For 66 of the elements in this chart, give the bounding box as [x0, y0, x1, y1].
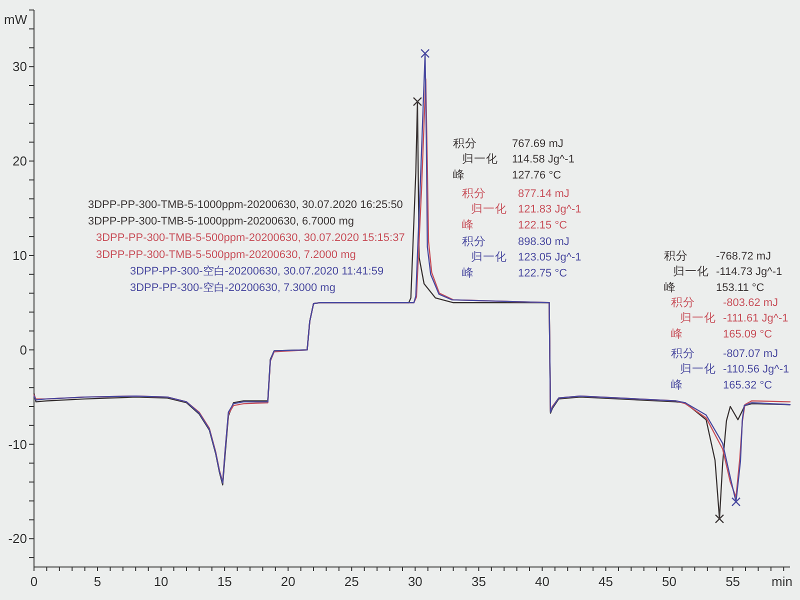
y-tick-label: 30 [12, 59, 27, 74]
text: 归一化 [462, 154, 498, 166]
text: 3DPP-PP-300-TMB-5-500ppm-20200630, 30.07.2020 15:15:37 [96, 232, 405, 244]
y-tick-label: 0 [20, 342, 27, 358]
text: 123.05 Jg^-1 [518, 252, 582, 264]
text: 积分 [462, 188, 486, 200]
text: 165.32 °C [723, 379, 772, 392]
x-tick-label: 25 [344, 574, 359, 589]
text: 122.15 °C [518, 219, 568, 232]
text: 877.14 mJ [518, 188, 570, 200]
x-tick-label: 10 [154, 574, 168, 589]
text: 峰 [453, 169, 465, 182]
text: 积分 [671, 297, 695, 309]
text: -803.62 mJ [723, 297, 778, 309]
text: 归一化 [673, 266, 709, 278]
text: 3DPP-PP-300-TMB-5-500ppm-20200630, 7.2000 mg [96, 248, 356, 261]
point [731, 497, 741, 506]
x-tick-label: 5 [94, 574, 102, 589]
text: 127.76 °C [512, 169, 562, 182]
text: 峰 [664, 282, 676, 294]
text: 归一化 [471, 252, 507, 264]
text: -111.61 Jg^-1 [723, 312, 788, 325]
text: -768.72 mJ [716, 250, 772, 262]
text: 积分 [664, 250, 688, 262]
text: 归一化 [680, 364, 716, 376]
x-tick-label: 30 [408, 574, 422, 589]
text: 峰 [671, 379, 683, 392]
text: 165.09 °C [723, 328, 772, 340]
text: -110.56 Jg^-1 [723, 364, 790, 376]
x-tick-label: 15 [217, 574, 232, 589]
x-axis-title: min [772, 574, 792, 589]
y-tick-label: 10 [12, 248, 27, 263]
point [714, 514, 724, 524]
text: 3DPP-PP-300-TMB-5-1000ppm-20200630, 30.07.2020 16:25:50 [88, 199, 403, 211]
text: 峰 [671, 328, 683, 340]
x-tick-label: 0 [30, 574, 38, 589]
text: 898.30 mJ [518, 236, 570, 248]
point [412, 96, 422, 106]
text: 3DPP-PP-300-空白-20200630, 7.3000 mg [130, 282, 336, 294]
text: 峰 [462, 219, 474, 232]
point [420, 48, 430, 58]
text: 153.11 °C [716, 282, 764, 294]
text: 积分 [462, 236, 486, 248]
x-tick-label: 55 [726, 574, 740, 589]
x-tick-label: 40 [535, 574, 550, 589]
text: -114.73 Jg^-1 [716, 266, 782, 278]
text: 积分 [671, 348, 695, 360]
text: 归一化 [680, 312, 716, 325]
text: 114.58 Jg^-1 [512, 154, 574, 166]
text: 积分 [453, 138, 477, 150]
text: 122.75 °C [518, 267, 568, 280]
y-tick-label: -20 [8, 531, 27, 546]
text: 121.83 Jg^-1 [518, 204, 582, 216]
x-tick-label: 50 [662, 574, 677, 589]
text: 峰 [462, 267, 474, 280]
text: 3DPP-PP-300-TMB-5-1000ppm-20200630, 6.7000 mg [88, 216, 354, 228]
y-tick-label: -10 [8, 436, 27, 452]
text: 767.69 mJ [512, 138, 564, 150]
x-tick-label: 20 [280, 574, 296, 589]
text: 归一化 [471, 204, 507, 216]
y-tick-label: 20 [12, 154, 27, 169]
text: -807.07 mJ [723, 348, 778, 360]
y-axis-title: mW [4, 12, 28, 27]
x-tick-label: 35 [471, 574, 486, 589]
x-tick-label: 45 [598, 574, 613, 589]
text: 3DPP-PP-300-空白-20200630, 30.07.2020 11:41:59 [130, 265, 384, 278]
